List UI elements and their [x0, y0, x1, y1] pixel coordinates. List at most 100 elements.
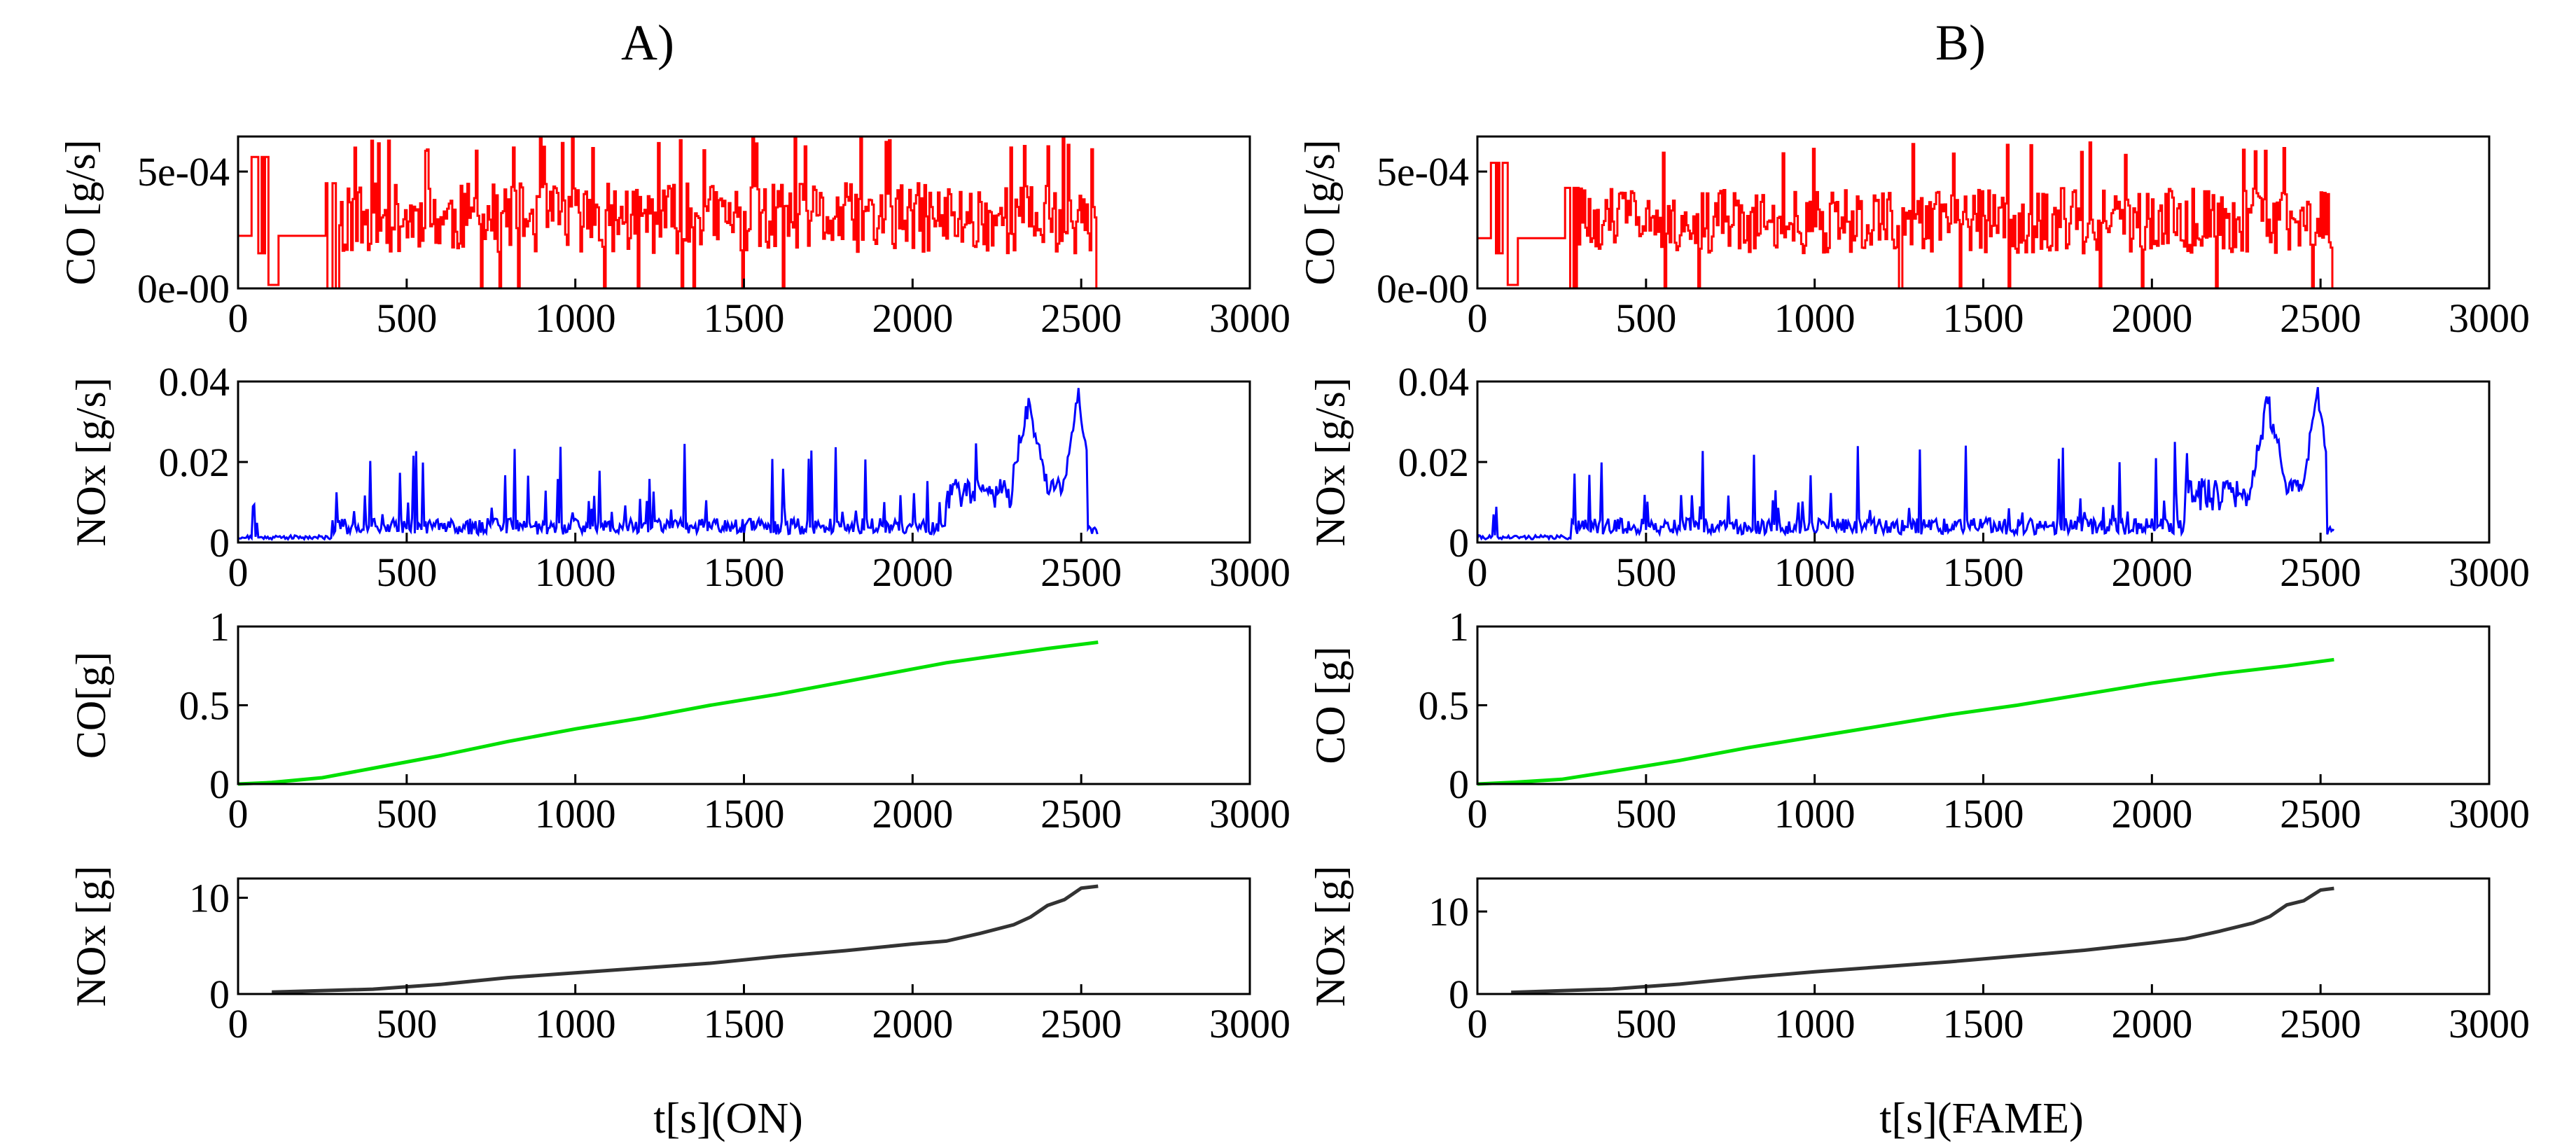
y-tick-label: 0e-00: [1377, 266, 1469, 312]
y-tick-label: 0: [209, 762, 230, 807]
x-tick-label: 0: [228, 550, 249, 595]
y-tick-label: 10: [1428, 889, 1469, 934]
x-tick-label: 2500: [1040, 1001, 1122, 1046]
x-tick-label: 1000: [535, 295, 616, 341]
series-line: [1477, 657, 2334, 786]
y-tick-label: 5e-04: [1377, 149, 1469, 195]
x-tick-label: 0: [228, 1001, 249, 1046]
x-tick-label: 0: [1468, 550, 1488, 595]
y-axis-label: NOx [g/s]: [1307, 377, 1353, 547]
chart-co_rate-b: 0 500 1000 1500 2000 2500 3000 0e-00 5e-04 CO [g/…: [1297, 135, 2530, 341]
x-tick-label: 1500: [1943, 550, 2024, 595]
y-tick-label: 0.02: [159, 440, 230, 485]
x-tick-label: 500: [376, 1001, 437, 1046]
x-tick-label: 3000: [1209, 550, 1290, 595]
x-tick-label: 3000: [2449, 791, 2530, 836]
x-tick-label: 1500: [704, 791, 785, 836]
x-tick-label: 2500: [2280, 1001, 2361, 1046]
x-tick-label: 500: [1615, 791, 1676, 836]
series-line: [1476, 386, 2334, 542]
x-tick-label: 0: [228, 295, 249, 341]
x-tick-label: 2500: [2280, 295, 2361, 341]
y-axis-label: CO [g]: [1307, 646, 1353, 764]
x-tick-label: 1500: [704, 295, 785, 341]
x-tick-label: 2000: [2111, 1001, 2192, 1046]
y-tick-label: 0: [1449, 972, 1469, 1017]
x-tick-label: 500: [376, 791, 437, 836]
y-tick-label: 0.5: [179, 683, 230, 729]
panel-label-a: A): [621, 15, 674, 71]
x-tick-label: 3000: [2449, 550, 2530, 595]
y-axis-label: CO[g]: [68, 652, 114, 759]
series-line: [237, 388, 1099, 542]
y-axis-label: NOx [g]: [1307, 866, 1353, 1007]
x-tick-label: 3000: [1209, 791, 1290, 836]
panel-label-b: B): [1935, 15, 1986, 71]
x-tick-label: 3000: [1209, 295, 1290, 341]
x-tick-label: 2000: [872, 791, 953, 836]
series-line: [272, 884, 1099, 994]
chart-nox_cum-a: 0 500 1000 1500 2000 2500 3000 0 10 NOx [g]: [68, 866, 1290, 1046]
x-tick-label: 1000: [535, 1001, 616, 1046]
x-tick-label: 0: [1468, 1001, 1488, 1046]
x-tick-label: 2000: [2111, 295, 2192, 341]
y-axis-label: CO [g/s]: [1297, 139, 1343, 285]
x-tick-label: 2000: [2111, 550, 2192, 595]
y-tick-label: 0: [1449, 762, 1469, 807]
x-tick-label: 3000: [1209, 1001, 1290, 1046]
y-tick-label: 0: [1449, 520, 1469, 566]
x-tick-label: 500: [376, 550, 437, 595]
x-tick-label: 500: [376, 295, 437, 341]
y-tick-label: 0: [209, 520, 230, 566]
x-tick-label: 2000: [2111, 791, 2192, 836]
y-tick-label: 0.04: [159, 359, 230, 405]
x-tick-label: 1000: [535, 550, 616, 595]
x-axis-label-a: t[s](ON): [653, 1095, 803, 1142]
x-tick-label: 1500: [1943, 791, 2024, 836]
chart-nox_rate-b: 0 500 1000 1500 2000 2500 3000 0 0.02 0.04 NOx [g/…: [1307, 359, 2530, 595]
chart-nox_cum-b: 0 500 1000 1500 2000 2500 3000 0 10 NOx [g]: [1307, 866, 2530, 1046]
y-tick-label: 10: [189, 876, 230, 921]
x-tick-label: 2500: [1040, 550, 1122, 595]
x-tick-label: 2500: [2280, 791, 2361, 836]
x-tick-label: 2500: [1040, 791, 1122, 836]
chart-nox_rate-a: 0 500 1000 1500 2000 2500 3000 0 0.02 0.04 NOx [g/…: [68, 359, 1290, 595]
x-tick-label: 0: [1468, 295, 1488, 341]
y-tick-label: 1: [209, 604, 230, 650]
y-tick-label: 1: [1449, 604, 1469, 650]
x-tick-label: 2000: [872, 550, 953, 595]
series-line: [237, 640, 1099, 786]
x-tick-label: 3000: [2449, 1001, 2530, 1046]
y-axis-label: CO [g/s]: [57, 139, 104, 285]
y-tick-label: 0.04: [1398, 359, 1470, 405]
x-tick-label: 1500: [704, 1001, 785, 1046]
x-tick-label: 0: [228, 791, 249, 836]
x-tick-label: 1500: [1943, 1001, 2024, 1046]
y-tick-label: 0e-00: [137, 266, 230, 312]
y-tick-label: 0.5: [1419, 683, 1470, 729]
x-tick-label: 2500: [1040, 295, 1122, 341]
y-axis-label: NOx [g]: [68, 866, 114, 1007]
x-tick-label: 1000: [1774, 1001, 1856, 1046]
x-tick-label: 3000: [2449, 295, 2530, 341]
x-tick-label: 500: [1615, 295, 1676, 341]
series-line: [1477, 141, 2336, 290]
y-tick-label: 5e-04: [137, 149, 230, 195]
x-tick-label: 0: [1468, 791, 1488, 836]
x-tick-label: 2500: [2280, 550, 2361, 595]
series-line: [1511, 886, 2334, 995]
x-tick-label: 2000: [872, 1001, 953, 1046]
chart-co_cum-a: 0 500 1000 1500 2000 2500 3000 0 0.5 1 CO[g]: [68, 604, 1290, 836]
x-axis-label-b: t[s](FAME): [1879, 1095, 2084, 1142]
chart-co_rate-a: 0 500 1000 1500 2000 2500 3000 0e-00 5e-04 CO [g/…: [57, 135, 1290, 341]
series-line: [238, 135, 1100, 290]
x-tick-label: 1000: [1774, 791, 1856, 836]
x-tick-label: 500: [1615, 1001, 1676, 1046]
x-tick-label: 500: [1615, 550, 1676, 595]
x-tick-label: 2000: [872, 295, 953, 341]
y-axis-label: NOx [g/s]: [68, 377, 114, 547]
x-tick-label: 1500: [1943, 295, 2024, 341]
x-tick-label: 1000: [1774, 550, 1856, 595]
